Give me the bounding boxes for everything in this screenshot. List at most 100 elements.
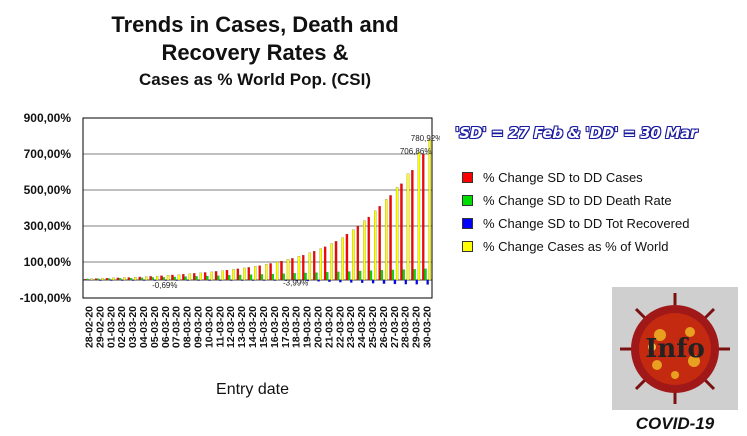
- legend-item-recovered: % Change SD to DD Tot Recovered: [462, 212, 689, 235]
- bar-recovered: [371, 279, 375, 284]
- bar-recovered: [350, 279, 353, 283]
- bar-death: [162, 277, 165, 281]
- bar-death: [97, 278, 100, 281]
- x-tick-label: 08-03-20: [182, 306, 194, 348]
- x-tick-label: 28-02-20: [83, 306, 95, 348]
- x-tick-label: 26-03-20: [378, 306, 390, 348]
- x-tick-label: 17-03-20: [280, 306, 292, 348]
- bar-world: [265, 264, 268, 281]
- bar-death: [315, 272, 318, 281]
- bar-recovered: [295, 279, 298, 281]
- y-tick-label: -100,00%: [20, 291, 72, 305]
- bar-death: [260, 274, 264, 281]
- bar-cases: [334, 241, 338, 281]
- bar-death: [249, 274, 253, 281]
- bar-world: [90, 278, 93, 281]
- bar-world: [385, 199, 388, 281]
- bar-death: [227, 275, 231, 281]
- dates-banner: 'SD' = 27 Feb & 'DD' = 30 Mar: [455, 124, 698, 142]
- bar-death: [184, 276, 187, 281]
- bar-world: [112, 277, 115, 281]
- virus-icon: Info: [612, 287, 738, 410]
- bar-world: [374, 210, 377, 281]
- bar-recovered: [121, 279, 124, 281]
- x-tick-label: 03-03-20: [127, 306, 139, 348]
- bar-world: [123, 277, 126, 281]
- x-tick-label: 30-03-20: [422, 306, 434, 348]
- chart-title-line1: Trends in Cases, Death and: [111, 12, 399, 37]
- x-tick-label: 06-03-20: [160, 306, 172, 348]
- bar-recovered: [164, 279, 168, 281]
- bar-cases: [400, 183, 403, 281]
- data-label: -3,99%: [283, 279, 308, 288]
- bar-cases: [94, 278, 98, 281]
- bar-death: [358, 270, 362, 281]
- x-tick-label: 27-03-20: [389, 306, 401, 348]
- bar-death: [271, 273, 274, 281]
- legend: % Change SD to DD Cases % Change SD to D…: [462, 166, 689, 258]
- bar-recovered: [88, 279, 91, 281]
- legend-swatch-cases: [462, 172, 473, 183]
- x-tick-label: 22-03-20: [334, 306, 346, 348]
- bar-death: [391, 269, 394, 281]
- bar-cases: [116, 277, 120, 281]
- bar-recovered: [99, 279, 102, 281]
- bar-death: [118, 278, 122, 281]
- legend-label-world: % Change Cases as % of World: [483, 239, 669, 254]
- bar-cases: [313, 251, 316, 281]
- bar-cases: [247, 267, 250, 281]
- bar-world: [308, 252, 312, 281]
- bar-death: [107, 278, 111, 281]
- bar-cases: [149, 276, 152, 281]
- bar-world: [145, 276, 148, 281]
- bar-cases: [236, 268, 240, 281]
- bar-cases: [138, 276, 141, 281]
- bar-recovered: [219, 279, 222, 281]
- x-tick-label: 21-03-20: [323, 306, 335, 348]
- bar-death: [424, 268, 427, 281]
- bar-cases: [203, 272, 207, 281]
- bar-recovered: [273, 279, 277, 281]
- legend-item-cases: % Change SD to DD Cases: [462, 166, 689, 189]
- bar-recovered: [393, 279, 397, 285]
- legend-item-world: % Change Cases as % of World: [462, 235, 689, 258]
- bar-death: [369, 270, 373, 281]
- bar-cases: [411, 170, 414, 281]
- bar-world: [254, 266, 257, 281]
- data-label: -0,69%: [152, 281, 177, 290]
- bar-death: [413, 269, 416, 281]
- bar-cases: [193, 273, 196, 281]
- bar-recovered: [382, 279, 386, 284]
- bar-recovered: [404, 279, 408, 285]
- x-tick-label: 09-03-20: [193, 306, 205, 348]
- bar-cases: [182, 274, 185, 281]
- legend-swatch-death: [462, 195, 473, 206]
- bar-cases: [258, 265, 261, 281]
- bar-recovered: [186, 279, 189, 281]
- bar-recovered: [426, 279, 429, 285]
- x-tick-label: 23-03-20: [345, 306, 357, 348]
- bar-death: [293, 273, 296, 281]
- bar-world: [330, 243, 333, 281]
- bar-world: [134, 277, 137, 281]
- bar-cases: [323, 246, 327, 281]
- bar-world: [341, 237, 344, 281]
- x-tick-label: 28-03-20: [400, 306, 412, 348]
- bar-recovered: [110, 279, 113, 281]
- bar-cases: [83, 279, 87, 281]
- bar-world: [101, 278, 104, 281]
- bar-world: [166, 275, 170, 281]
- bar-cases: [160, 275, 163, 281]
- bar-recovered: [197, 279, 200, 281]
- bar-recovered: [131, 279, 135, 281]
- bar-recovered: [153, 279, 157, 281]
- bar-cases: [269, 263, 272, 281]
- bar-recovered: [262, 279, 266, 281]
- bar-death: [337, 271, 340, 281]
- bar-death: [129, 278, 133, 281]
- x-tick-label: 19-03-20: [302, 306, 314, 348]
- bar-world: [188, 273, 192, 281]
- bar-recovered: [284, 279, 288, 281]
- bar-world: [352, 229, 355, 281]
- bar-recovered: [208, 279, 211, 281]
